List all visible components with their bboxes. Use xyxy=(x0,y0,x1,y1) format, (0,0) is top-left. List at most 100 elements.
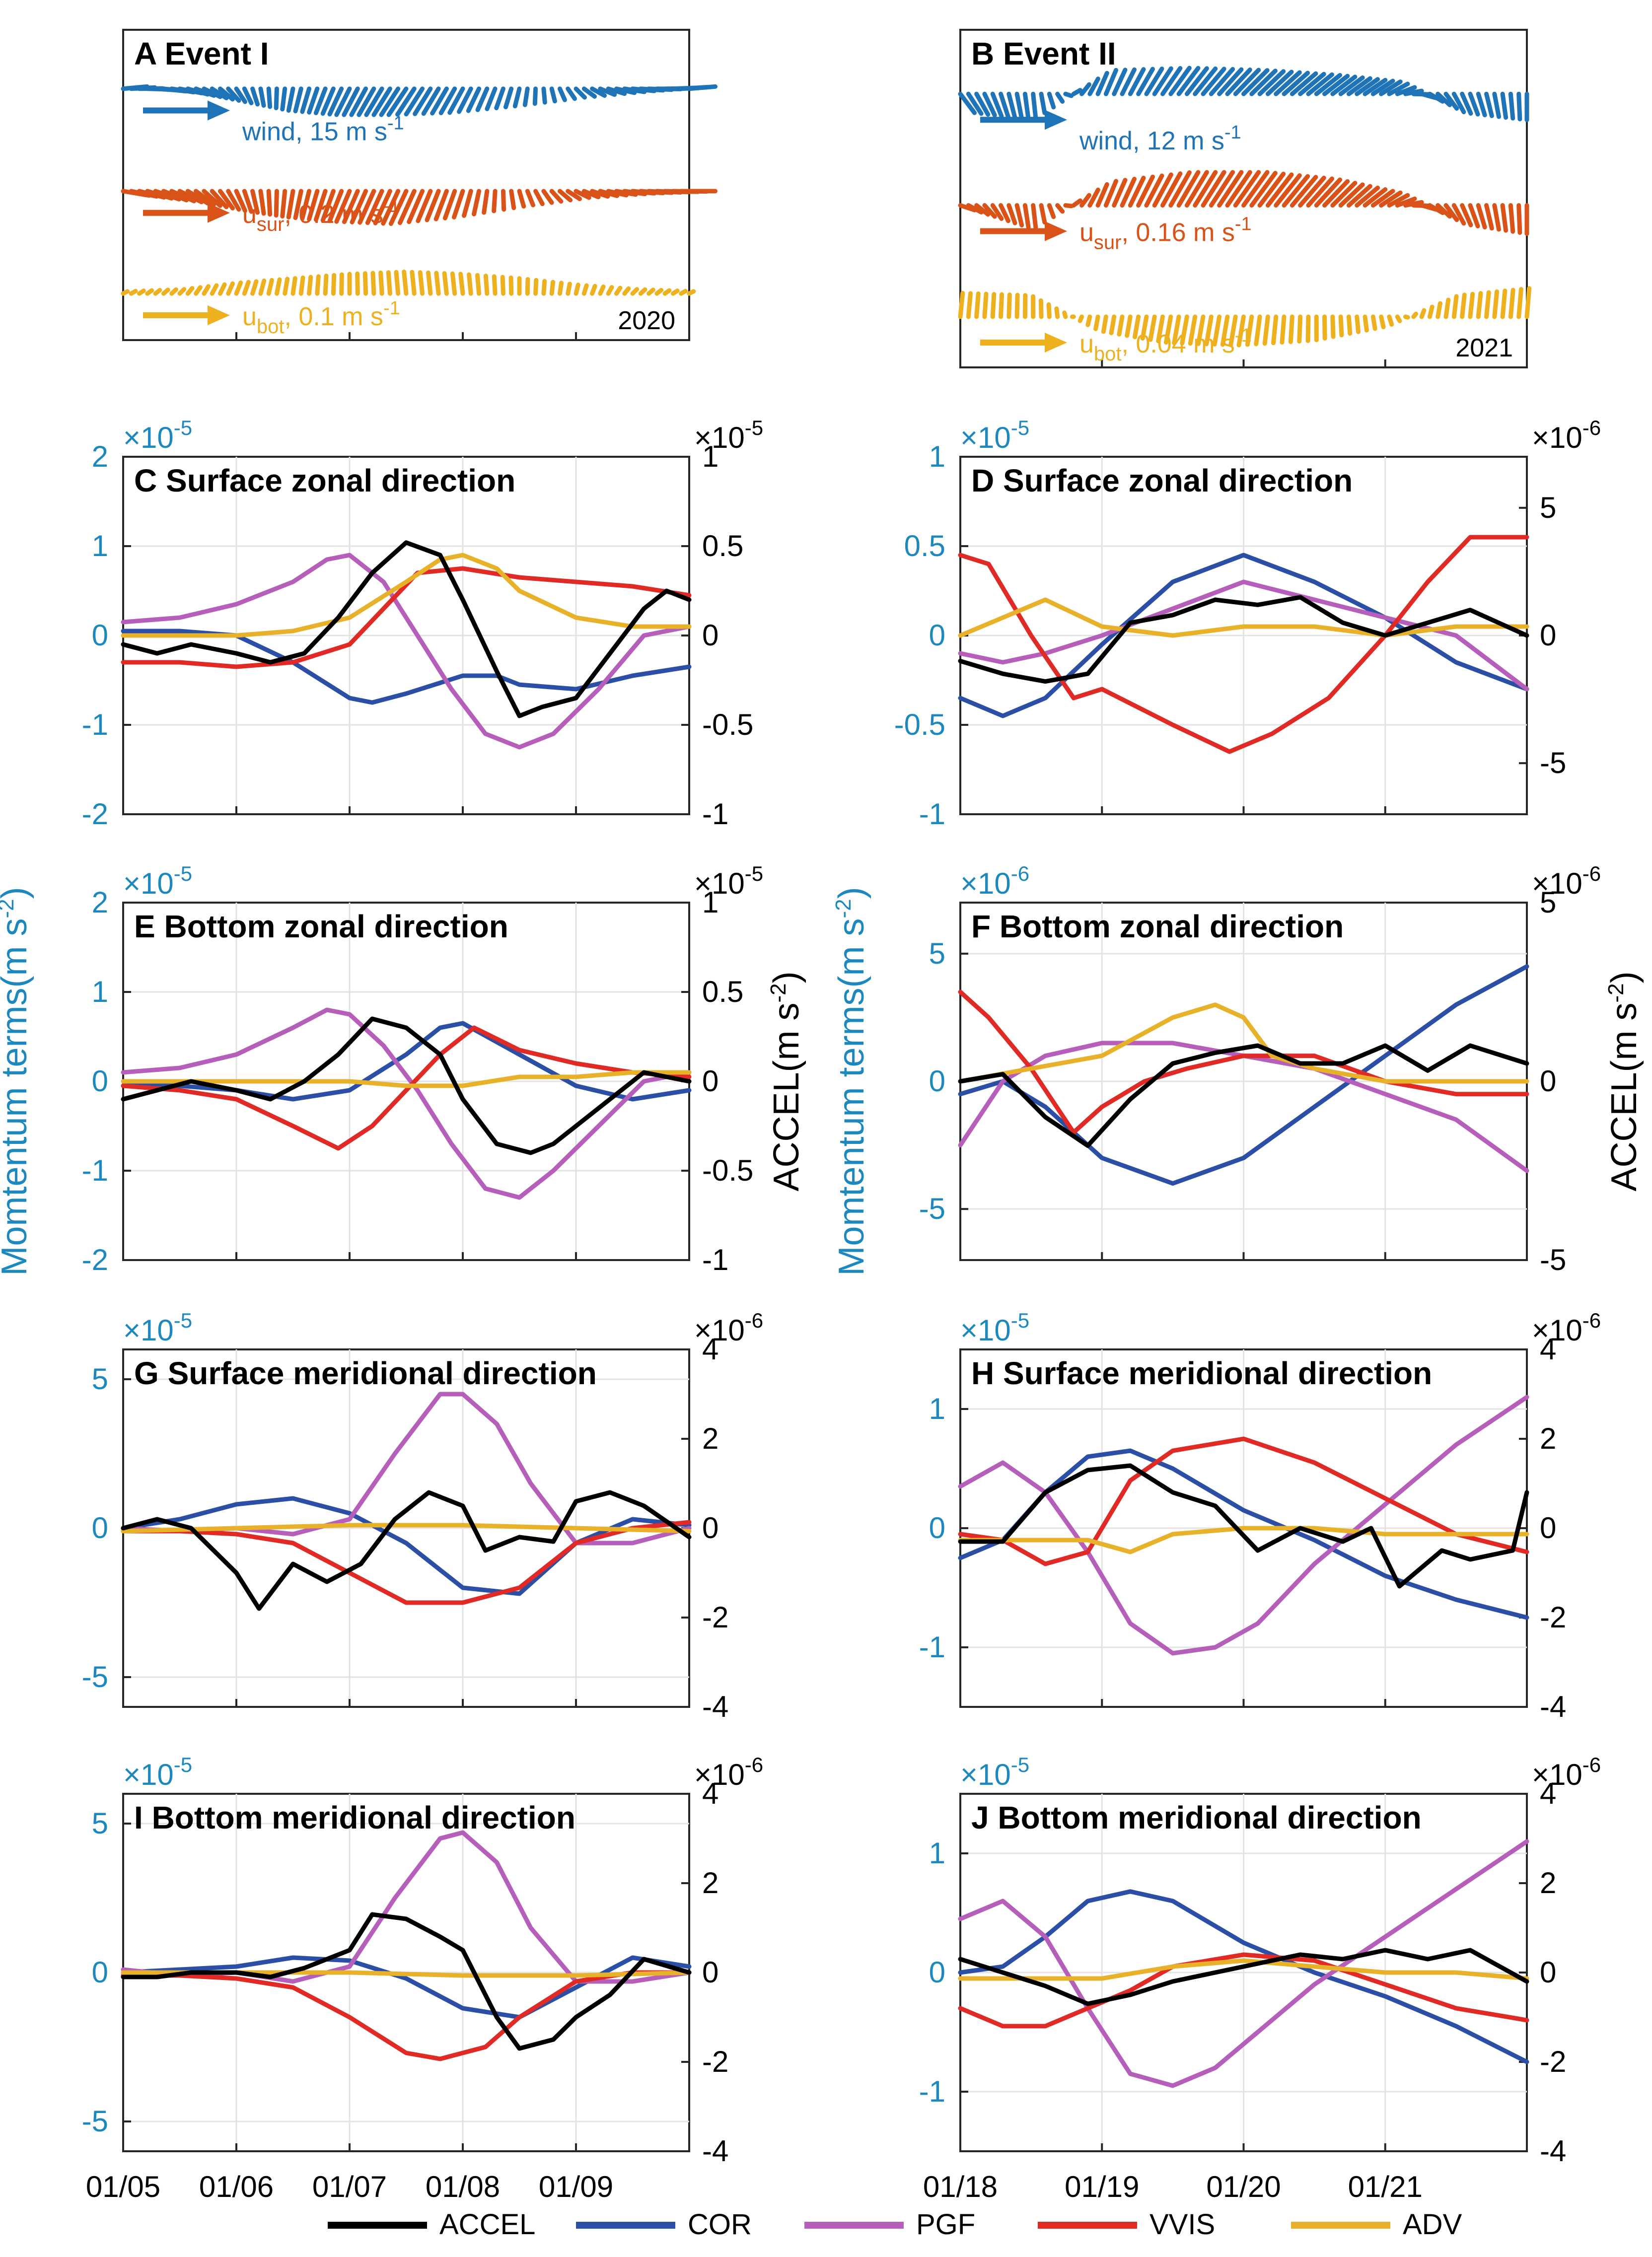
series-line-vvis xyxy=(121,1970,692,2061)
stick-vector xyxy=(1330,181,1358,208)
series-line-accel xyxy=(958,1043,1529,1148)
stick-vector xyxy=(342,189,360,224)
stick-vector xyxy=(1055,91,1065,104)
stick-vector xyxy=(1288,314,1294,345)
stick-vector xyxy=(1262,314,1270,346)
stick-vector xyxy=(458,272,465,296)
legend-label: COR xyxy=(688,2208,752,2241)
stick-vector xyxy=(1054,306,1060,319)
stick-vector xyxy=(1249,69,1278,96)
stick-vector xyxy=(1254,314,1262,347)
stick-vector xyxy=(494,86,505,110)
stick-vector xyxy=(590,189,610,199)
stick-vector xyxy=(1395,196,1417,208)
stick-vector xyxy=(410,270,417,296)
stick-vector xyxy=(1063,91,1074,98)
stick-vector xyxy=(1338,182,1365,208)
right-exponent-label: ×10-6 xyxy=(694,1753,763,1791)
stick-series-wind: wind, 12 m s-1 xyxy=(958,66,1529,155)
stick-vector xyxy=(492,274,498,296)
stick-vector xyxy=(286,86,295,113)
stick-vector xyxy=(334,189,352,224)
stick-vector xyxy=(1460,203,1473,227)
stick-vector xyxy=(1193,170,1218,208)
left-tick-label: 5 xyxy=(92,1807,108,1840)
series-line-accel xyxy=(121,1016,692,1155)
stick-vector xyxy=(1346,184,1372,208)
stick-vector xyxy=(509,189,516,211)
stick-vector xyxy=(370,271,376,296)
stick-vector xyxy=(1039,91,1047,115)
stick-vector xyxy=(1236,314,1246,348)
stick-vector xyxy=(1443,91,1459,111)
stick-vector xyxy=(1322,179,1350,208)
right-exponent-label: ×10-5 xyxy=(694,862,763,900)
stick-vector xyxy=(290,276,297,296)
right-exponent-label: ×10-5 xyxy=(694,416,763,454)
right-tick-label: 4 xyxy=(1540,1777,1556,1810)
stick-vector xyxy=(379,86,401,117)
stick-series-ubot: ubot, 0.04 m s-1 xyxy=(958,286,1532,365)
legend-label: PGF xyxy=(916,2208,975,2241)
left-exponent-label: ×10-5 xyxy=(123,1753,192,1791)
stick-vector xyxy=(327,86,344,117)
stick-vector xyxy=(242,189,254,214)
stick-vector xyxy=(1314,73,1343,96)
stick-vector xyxy=(283,277,290,296)
stick-vector xyxy=(1022,203,1031,230)
stick-vector xyxy=(1395,314,1402,323)
stick-vector xyxy=(1125,314,1133,338)
right-exponent-label: ×10-6 xyxy=(1532,1309,1601,1347)
stick-vector xyxy=(557,189,573,203)
legend-label: ACCEL xyxy=(439,2208,535,2241)
legend-item-pgf: PGF xyxy=(804,2208,975,2241)
stick-vector xyxy=(1163,314,1173,345)
right-tick-label: 0 xyxy=(1540,1956,1556,1989)
x-tick-label: 01/18 xyxy=(923,2170,998,2203)
stick-vector xyxy=(1387,193,1410,208)
stick-vector xyxy=(1128,67,1146,96)
panel-title: H Surface meridional direction xyxy=(971,1355,1432,1391)
stick-vector xyxy=(1508,203,1515,234)
right-tick-label: 4 xyxy=(1540,1333,1556,1366)
stick-vector xyxy=(386,86,409,117)
stick-vector xyxy=(1071,88,1083,96)
right-tick-label: 0 xyxy=(702,1956,718,1989)
stick-vector xyxy=(475,86,490,112)
stick-vector xyxy=(1136,174,1155,208)
stick-vector xyxy=(1436,301,1442,319)
panel-title: G Surface meridional direction xyxy=(134,1355,597,1391)
left-tick-label: 0 xyxy=(929,619,945,652)
stick-vector xyxy=(185,189,210,206)
left-tick-label: 0 xyxy=(92,1064,108,1098)
stick-vector xyxy=(549,280,556,296)
scale-label-wind: wind, 12 m s-1 xyxy=(1079,122,1241,155)
left-axis-title: Momtentum terms(m s-2) xyxy=(0,887,34,1275)
series-line-vvis xyxy=(121,1520,692,1605)
stick-vector xyxy=(557,281,564,296)
right-tick-label: -1 xyxy=(702,797,728,831)
series-line-accel xyxy=(121,1912,692,2051)
series-line-adv xyxy=(121,1523,692,1534)
stick-vector xyxy=(447,86,465,115)
stick-vector xyxy=(381,189,401,226)
stick-vector xyxy=(1233,170,1261,208)
stick-vector xyxy=(1204,314,1214,347)
stick-vector xyxy=(1087,187,1100,208)
stick-panel-a: A Event I 2020 wind, 15 m s-1 usur, 0.2 m s… xyxy=(121,29,718,341)
stick-vector xyxy=(407,189,425,224)
stick-vector xyxy=(280,86,287,112)
stick-vector xyxy=(313,189,328,222)
stick-vector xyxy=(1156,314,1165,344)
stick-vector xyxy=(1168,170,1192,208)
stick-vector xyxy=(958,91,977,115)
right-tick-label: 0 xyxy=(702,619,718,652)
stick-vector xyxy=(1468,291,1475,319)
stick-vector xyxy=(226,281,235,296)
stick-vector xyxy=(307,275,313,296)
stick-vector xyxy=(1103,179,1119,208)
stick-vector xyxy=(590,283,597,296)
stick-vector xyxy=(1468,203,1480,228)
stick-vector xyxy=(1047,203,1056,219)
stick-vector xyxy=(300,86,312,114)
